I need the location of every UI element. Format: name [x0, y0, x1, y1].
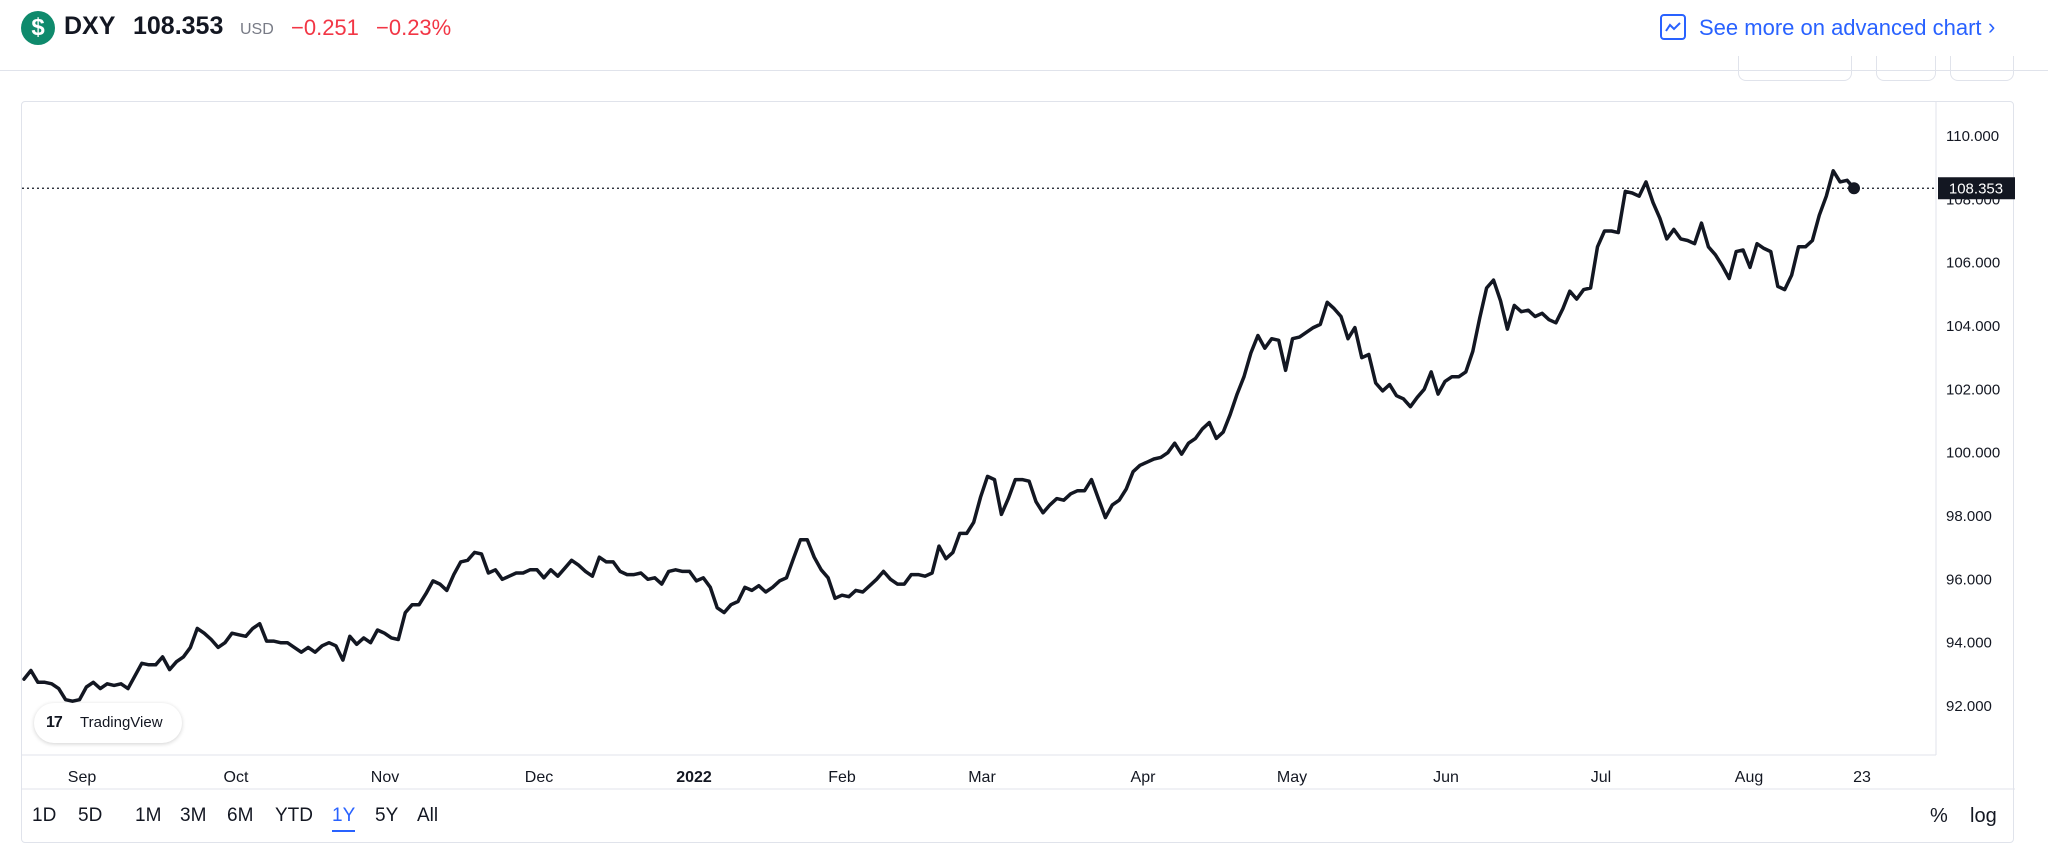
x-tick-label: Feb: [828, 769, 856, 786]
percent-scale-toggle[interactable]: %: [1930, 805, 1948, 827]
price-change-percent: −0.23%: [376, 15, 452, 40]
range-button-1y[interactable]: 1Y: [332, 805, 356, 832]
chart-frame: 110.000 108.000 106.000 104.000 102.000 100.0…: [21, 101, 2015, 844]
x-tick-label: 23: [1853, 769, 1871, 786]
y-tick-label: 100.000: [1946, 445, 2000, 462]
tradingview-logo-mark: 17: [46, 714, 63, 731]
y-tick-label: 102.000: [1946, 381, 2000, 398]
x-tick-label: Aug: [1735, 769, 1763, 786]
x-tick-label: Nov: [371, 769, 399, 786]
price-line: [22, 169, 1856, 703]
x-tick-label: Apr: [1131, 769, 1157, 786]
y-tick-label: 106.000: [1946, 255, 2000, 272]
range-button-ytd[interactable]: YTD: [275, 805, 313, 826]
x-tick-label: Oct: [224, 769, 249, 786]
range-button-5y[interactable]: 5Y: [375, 805, 399, 826]
range-button-1d[interactable]: 1D: [32, 805, 57, 826]
range-button-6m[interactable]: 6M: [227, 805, 254, 826]
x-tick-label: Dec: [525, 769, 553, 786]
currency-label: USD: [240, 21, 274, 38]
tradingview-logo[interactable]: 17 TradingView: [34, 703, 182, 743]
advanced-chart-label: See more on advanced chart: [1699, 15, 1982, 40]
price-chart[interactable]: 110.000108.000106.000104.000102.000100.0…: [22, 102, 2015, 844]
x-tick-label: 2022: [676, 769, 712, 786]
last-price-label-bg: [1938, 177, 2015, 200]
y-tick-label: 92.000: [1946, 698, 1992, 715]
last-price-label: 108.353: [1949, 180, 2003, 197]
x-tick-label: Jun: [1433, 769, 1459, 786]
last-price: 108.353: [133, 12, 224, 40]
symbol-header: $ DXY 108.353 USD −0.251 −0.23% See more…: [0, 0, 2048, 71]
dollar-coin-icon: $: [21, 11, 55, 45]
y-tick-label: 104.000: [1946, 318, 2000, 335]
chart-line-icon: [1660, 14, 1686, 40]
y-tick-label: 98.000: [1946, 508, 1992, 525]
price-change: −0.251: [291, 15, 359, 40]
last-price-dot: [1848, 182, 1860, 195]
range-button-1m[interactable]: 1M: [135, 805, 162, 826]
range-button-3m[interactable]: 3M: [180, 805, 207, 826]
range-button-all[interactable]: All: [417, 805, 439, 826]
x-tick-label: May: [1277, 769, 1307, 786]
tradingview-logo-text: TradingView: [80, 714, 163, 731]
y-tick-label: 96.000: [1946, 571, 1992, 588]
hidden-toolbar-tab: [1950, 56, 2014, 81]
y-tick-label: 94.000: [1946, 635, 1992, 652]
chevron-right-icon: ›: [1988, 14, 1996, 39]
y-tick-label: 110.000: [1946, 128, 1999, 145]
hidden-toolbar-tab: [1876, 56, 1936, 81]
x-tick-label: Sep: [68, 769, 97, 786]
hidden-toolbar-tab: [1738, 56, 1852, 81]
x-tick-label: Mar: [968, 769, 996, 786]
symbol-name: DXY: [64, 12, 116, 40]
x-tick-label: Jul: [1591, 769, 1611, 786]
range-button-5d[interactable]: 5D: [78, 805, 103, 826]
log-scale-toggle[interactable]: log: [1970, 805, 1997, 827]
